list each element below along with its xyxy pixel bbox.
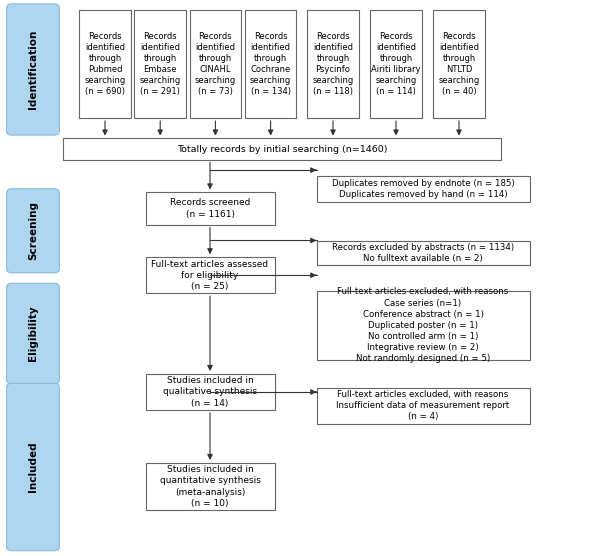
Bar: [317, 388, 530, 424]
Text: Full-text articles excluded, with reasons
Case series (n=1)
Conference abstract : Full-text articles excluded, with reason…: [337, 287, 509, 363]
Text: Eligibility: Eligibility: [28, 306, 38, 361]
Bar: [245, 9, 296, 118]
Text: Records
identified
through
Pubmed
searching
(n = 690): Records identified through Pubmed search…: [85, 32, 125, 96]
Bar: [190, 9, 241, 118]
FancyBboxPatch shape: [7, 384, 59, 550]
Bar: [79, 9, 131, 118]
Bar: [63, 138, 501, 160]
Bar: [317, 290, 530, 360]
Text: Records
identified
through
Airiti library
searching
(n = 114): Records identified through Airiti librar…: [371, 32, 421, 96]
Text: Identification: Identification: [28, 30, 38, 109]
Text: Totally records by initial searching (n=1460): Totally records by initial searching (n=…: [177, 145, 387, 153]
Bar: [317, 241, 530, 265]
Text: Studies included in
qualitative synthesis
(n = 14): Studies included in qualitative synthesi…: [163, 376, 257, 408]
Text: Records
identified
through
NTLTD
searching
(n = 40): Records identified through NTLTD searchi…: [439, 32, 479, 96]
Bar: [146, 463, 275, 510]
Text: Full-text articles assessed
for eligibility
(n = 25): Full-text articles assessed for eligibil…: [151, 260, 269, 291]
Text: Records
identified
through
Psycinfo
searching
(n = 118): Records identified through Psycinfo sear…: [313, 32, 353, 96]
Bar: [146, 257, 275, 294]
Bar: [307, 9, 359, 118]
Text: Records screened
(n = 1161): Records screened (n = 1161): [170, 198, 250, 219]
Bar: [370, 9, 422, 118]
Bar: [146, 374, 275, 410]
Text: Records
identified
through
Cochrane
searching
(n = 134): Records identified through Cochrane sear…: [250, 32, 291, 96]
Text: Records
identified
through
CINAHL
searching
(n = 73): Records identified through CINAHL search…: [195, 32, 236, 96]
FancyBboxPatch shape: [7, 188, 59, 273]
Text: Duplicates removed by endnote (n = 185)
Duplicates removed by hand (n = 114): Duplicates removed by endnote (n = 185) …: [332, 179, 514, 199]
Bar: [317, 176, 530, 202]
Text: Full-text articles excluded, with reasons
Insufficient data of measurement repor: Full-text articles excluded, with reason…: [337, 390, 509, 421]
Bar: [433, 9, 485, 118]
FancyBboxPatch shape: [7, 4, 59, 135]
Text: Records
identified
through
Embase
searching
(n = 291): Records identified through Embase search…: [140, 32, 181, 96]
Text: Screening: Screening: [28, 201, 38, 260]
Text: Records excluded by abstracts (n = 1134)
No fulltext available (n = 2): Records excluded by abstracts (n = 1134)…: [332, 243, 514, 263]
Bar: [134, 9, 186, 118]
FancyBboxPatch shape: [7, 283, 59, 384]
Bar: [146, 192, 275, 225]
Text: Studies included in
quantitative synthesis
(meta-analysis)
(n = 10): Studies included in quantitative synthes…: [160, 465, 260, 508]
Text: Included: Included: [28, 441, 38, 493]
